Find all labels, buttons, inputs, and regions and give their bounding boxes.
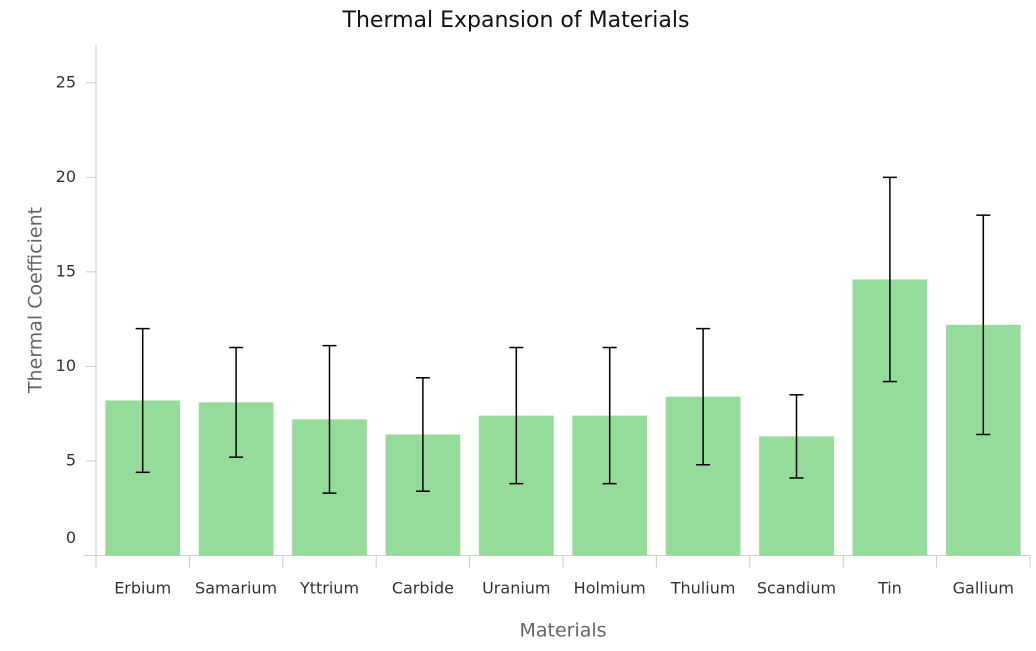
x-tick-label: Gallium <box>953 579 1014 598</box>
y-axis-title: Thermal Coefficient <box>25 207 47 394</box>
y-tick-label: 20 <box>56 167 76 186</box>
error-bar <box>696 327 711 466</box>
x-tick-label: Carbide <box>392 579 454 598</box>
x-tick-label: Yttrium <box>299 579 359 598</box>
x-tick-label: Scandium <box>757 579 836 598</box>
y-tick-label: 25 <box>56 72 76 91</box>
error-bar <box>789 394 804 479</box>
y-tick-label: 10 <box>56 356 76 375</box>
y-tick-label: 15 <box>56 261 76 280</box>
error-bar <box>602 346 617 485</box>
error-bar <box>882 176 897 383</box>
error-bar <box>229 346 244 458</box>
y-tick-label: 5 <box>66 450 76 469</box>
x-tick-label: Thulium <box>670 579 736 598</box>
error-bar <box>135 327 150 474</box>
x-tick-label: Holmium <box>574 579 646 598</box>
x-tick-label: Erbium <box>114 579 171 598</box>
error-bar <box>415 377 430 492</box>
x-tick-label: Uranium <box>482 579 550 598</box>
error-bar <box>322 344 337 494</box>
error-bar <box>976 214 991 436</box>
x-tick-label: Samarium <box>195 579 277 598</box>
chart-title: Thermal Expansion of Materials <box>342 8 690 33</box>
x-axis-title: Materials <box>519 620 606 642</box>
error-bar <box>509 346 524 485</box>
y-tick-label: 0 <box>66 528 76 547</box>
x-tick-label: Tin <box>877 579 902 598</box>
